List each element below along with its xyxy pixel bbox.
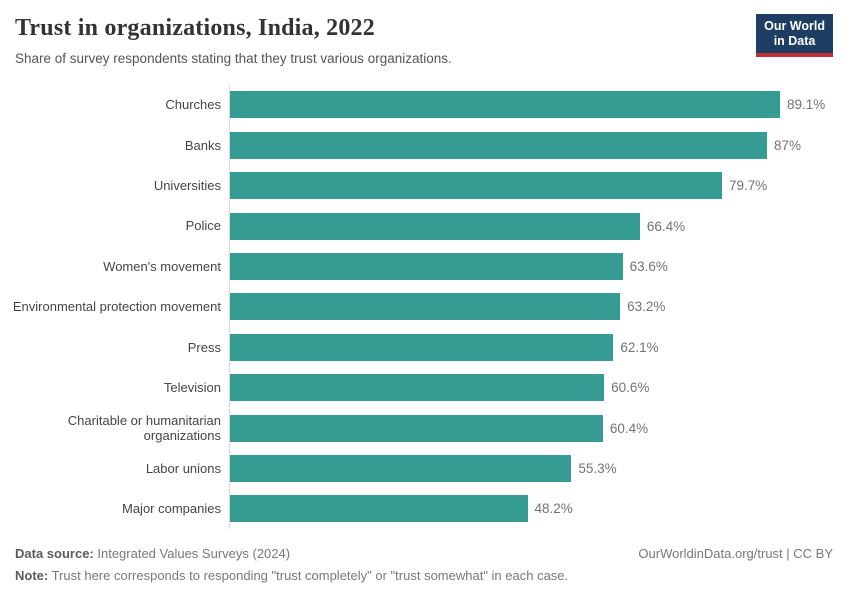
- plot-area: Churches 89.1% Banks 87% Universities 79.7% Po…: [0, 84, 850, 530]
- category-label: Banks: [184, 137, 221, 153]
- page-subtitle: Share of survey respondents stating that…: [15, 50, 452, 66]
- bar-row: Women's movement 63.6%: [0, 246, 850, 287]
- bar-row: Banks 87%: [0, 125, 850, 166]
- bar-row: Environmental protection movement 63.2%: [0, 286, 850, 328]
- bar[interactable]: [230, 293, 621, 321]
- note-line: Note: Trust here corresponds to respondi…: [15, 568, 833, 583]
- data-source-text: Integrated Values Surveys (2024): [93, 546, 291, 562]
- category-label: Churches: [165, 97, 221, 113]
- bar-track: 66.4%: [229, 205, 850, 247]
- bar-row: Churches 89.1%: [0, 84, 850, 126]
- data-source-line: Data source: Integrated Values Surveys (…: [15, 546, 290, 561]
- category-label: Television: [163, 379, 221, 395]
- bar[interactable]: [230, 333, 614, 361]
- value-label: 89.1%: [787, 97, 826, 113]
- page-title: Trust in organizations, India, 2022: [15, 15, 375, 41]
- bar[interactable]: [230, 374, 605, 402]
- bar-row: Police 66.4%: [0, 205, 850, 247]
- value-label: 60.6%: [611, 380, 650, 396]
- category-label: Press: [187, 339, 221, 355]
- bar[interactable]: [230, 495, 528, 523]
- category-label: Police: [185, 218, 221, 234]
- bar[interactable]: [230, 91, 780, 119]
- bar[interactable]: [230, 172, 722, 200]
- value-label: 63.6%: [629, 259, 668, 275]
- note-text: Trust here corresponds to responding "tr…: [48, 568, 569, 584]
- footer-top-row: Data source: Integrated Values Surveys (…: [15, 546, 833, 561]
- category-label: Major companies: [122, 501, 221, 517]
- bar[interactable]: [230, 253, 623, 281]
- bar-track: 63.6%: [229, 246, 850, 287]
- rights-link[interactable]: OurWorldinData.org/trust | CC BY: [638, 546, 833, 562]
- bar-track: 63.2%: [229, 286, 850, 328]
- bar-chart: Churches 89.1% Banks 87% Universities 79.7% Po…: [0, 84, 850, 530]
- bar-track: 60.4%: [229, 407, 850, 449]
- bar-row: Television 60.6%: [0, 367, 850, 408]
- category-label: Labor unions: [145, 460, 221, 476]
- bar-row: Labor unions 55.3%: [0, 448, 850, 489]
- bar-track: 89.1%: [229, 84, 850, 126]
- bar-row: Charitable or humanitarian organizations…: [0, 407, 850, 449]
- value-label: 48.2%: [534, 501, 573, 517]
- bar-track: 87%: [229, 125, 850, 166]
- category-label: Charitable or humanitarian organizations: [67, 412, 221, 444]
- bar[interactable]: [230, 212, 640, 240]
- owid-logo[interactable]: Our World in Data: [756, 14, 833, 57]
- value-label: 62.1%: [620, 339, 659, 355]
- category-label: Environmental protection movement: [12, 299, 221, 315]
- header-text: Trust in organizations, India, 2022 Shar…: [15, 14, 452, 66]
- owid-logo-line2: in Data: [773, 34, 816, 48]
- data-source-label: Data source:: [15, 546, 94, 562]
- value-label: 66.4%: [646, 218, 686, 234]
- bar-track: 62.1%: [229, 327, 850, 368]
- owid-logo-line1: Our World: [764, 19, 825, 33]
- value-label: 63.2%: [627, 299, 666, 315]
- note-label: Note:: [15, 568, 49, 584]
- bar-row: Major companies 48.2%: [0, 488, 850, 530]
- value-label: 87%: [774, 137, 802, 153]
- bar[interactable]: [230, 131, 768, 159]
- bar[interactable]: [230, 455, 572, 482]
- category-label: Universities: [153, 177, 221, 193]
- header: Trust in organizations, India, 2022 Shar…: [0, 0, 850, 66]
- value-label: 60.4%: [609, 420, 649, 436]
- bar-track: 79.7%: [229, 165, 850, 206]
- bar-row: Universities 79.7%: [0, 165, 850, 206]
- bar[interactable]: [230, 414, 603, 442]
- bar-track: 60.6%: [229, 367, 850, 408]
- bar-row: Press 62.1%: [0, 327, 850, 368]
- value-label: 55.3%: [578, 461, 617, 476]
- value-label: 79.7%: [728, 178, 768, 194]
- category-label: Women's movement: [103, 258, 221, 274]
- bar-track: 55.3%: [229, 448, 850, 489]
- bar-track: 48.2%: [229, 488, 850, 530]
- footer: Data source: Integrated Values Surveys (…: [0, 546, 850, 583]
